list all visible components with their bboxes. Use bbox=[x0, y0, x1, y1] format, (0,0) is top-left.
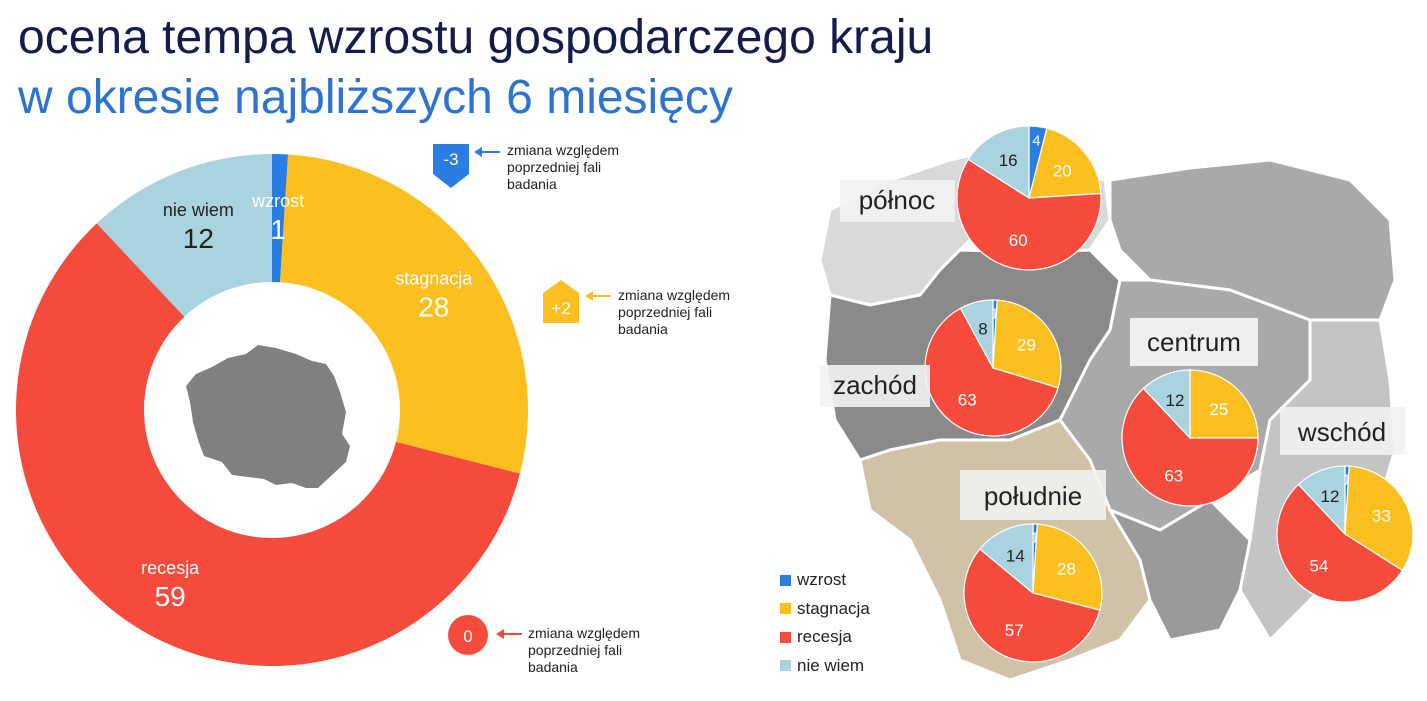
region-pie-value-wzrost: 4 bbox=[1032, 132, 1040, 149]
donut-slice-nie-wiem bbox=[96, 154, 272, 317]
legend-label-nie-wiem: nie wiem bbox=[797, 655, 865, 675]
region-pie-slice-nie-wiem bbox=[1297, 465, 1346, 536]
donut-labels: wzrost 1 stagnacja 28 recesja 59 nie wiem 12 bbox=[141, 191, 473, 612]
chart-title: ocena tempa wzrostu gospodarczego kraju bbox=[18, 11, 934, 64]
legend-label-recesja: recesja bbox=[797, 627, 852, 647]
region-pie-slice-recesja bbox=[1121, 387, 1259, 507]
region-label-centrum-text: centrum bbox=[1147, 327, 1241, 357]
region-pie-value-stagnacja: 20 bbox=[1053, 161, 1072, 180]
region-pie-slice-nie-wiem bbox=[1142, 369, 1191, 440]
region-pie-value-stagnacja: 25 bbox=[1209, 400, 1228, 419]
region-pie-value-nie-wiem: 12 bbox=[1166, 391, 1185, 410]
region-poludnie-centrum-area bbox=[1108, 498, 1252, 642]
region-pie-centrum: 25 63 12 bbox=[1121, 369, 1259, 507]
region-pie-slice-stagnacja bbox=[1028, 127, 1102, 199]
region-pie-value-nie-wiem: 8 bbox=[978, 319, 987, 338]
region-label-polnoc-text: północ bbox=[859, 185, 936, 215]
donut-slice-stagnacja bbox=[280, 154, 528, 474]
legend: wzrost stagnacja recesja nie wiem bbox=[780, 566, 870, 680]
region-pie-slice-nie-wiem bbox=[959, 299, 994, 369]
legend-swatch-wzrost bbox=[780, 574, 791, 586]
region-pie-value-stagnacja: 33 bbox=[1372, 506, 1391, 525]
region-pie-value-wzrost: 1 bbox=[1343, 471, 1351, 488]
legend-item-recesja: recesja bbox=[780, 623, 870, 652]
donut-value-wzrost: 1 bbox=[270, 214, 286, 245]
change-badge-stagnacja: +2 zmiana względem poprzedniej fali bada… bbox=[543, 280, 734, 337]
donut-slices bbox=[15, 154, 528, 667]
region-pie-slice-nie-wiem bbox=[978, 523, 1034, 595]
region-pie-slice-recesja bbox=[1276, 483, 1404, 603]
legend-swatch-recesja bbox=[780, 631, 791, 643]
region-label-zachod: zachód bbox=[820, 365, 930, 407]
region-pie-slice-recesja bbox=[963, 548, 1101, 663]
region-pie-zachód: 1 29 63 8 bbox=[924, 299, 1062, 437]
region-label-zachod-text: zachód bbox=[833, 370, 917, 400]
region-pie-wschód: 1 33 54 12 bbox=[1276, 465, 1414, 603]
change-badge-recesja-value: 0 bbox=[463, 627, 472, 646]
region-pie-slice-stagnacja bbox=[992, 299, 1062, 389]
donut-slice-wzrost bbox=[272, 154, 289, 283]
national-donut-chart: wzrost 1 stagnacja 28 recesja 59 nie wiem 12 -3… bbox=[15, 142, 734, 675]
region-pie-slice-stagnacja bbox=[1032, 523, 1103, 611]
region-pie-slice-recesja bbox=[924, 307, 1059, 437]
region-pie-value-wzrost: 1 bbox=[1031, 529, 1039, 546]
region-pie-value-stagnacja: 29 bbox=[1017, 336, 1036, 355]
region-pie-slice-stagnacja bbox=[1189, 369, 1259, 439]
region-label-polnoc: północ bbox=[840, 180, 955, 222]
region-label-boxes: północ zachód centrum wschód południe bbox=[820, 180, 1405, 520]
region-pie-value-nie-wiem: 16 bbox=[999, 151, 1018, 170]
region-pie-północ: 4 20 60 16 bbox=[956, 125, 1102, 271]
region-pie-slice-nie-wiem bbox=[967, 125, 1030, 200]
legend-label-stagnacja: stagnacja bbox=[797, 598, 870, 618]
poland-silhouette-icon bbox=[186, 345, 350, 488]
donut-label-stagnacja: stagnacja bbox=[395, 268, 473, 288]
svg-text:zmiana względem poprzedn: zmiana względem poprzedniej fali badania bbox=[618, 287, 734, 337]
change-badge-wzrost: -3 zmiana względem poprzedniej fali bada… bbox=[433, 142, 623, 192]
badge-note-line3: badania bbox=[507, 176, 557, 192]
region-label-poludnie-text: południe bbox=[984, 481, 1082, 511]
region-label-centrum: centrum bbox=[1130, 318, 1258, 366]
donut-value-nie-wiem: 12 bbox=[183, 223, 214, 254]
change-badge-stagnacja-value: +2 bbox=[551, 299, 570, 318]
legend-label-wzrost: wzrost bbox=[797, 570, 847, 590]
region-pie-value-recesja: 63 bbox=[1164, 466, 1183, 485]
region-pie-value-nie-wiem: 12 bbox=[1321, 487, 1340, 506]
legend-swatch-stagnacja bbox=[780, 603, 791, 615]
donut-slice-recesja bbox=[15, 223, 520, 667]
badge-note-line1: zmiana względem bbox=[507, 142, 619, 158]
donut-label-wzrost: wzrost bbox=[251, 191, 304, 211]
change-badge-wzrost-value: -3 bbox=[443, 150, 458, 169]
legend-swatch-nie-wiem bbox=[780, 660, 791, 672]
badge-note-line2: poprzedniej fali bbox=[507, 159, 601, 175]
region-pie-value-recesja: 54 bbox=[1310, 556, 1329, 575]
donut-value-stagnacja: 28 bbox=[418, 291, 449, 322]
region-pie-value-recesja: 60 bbox=[1009, 231, 1028, 250]
region-pie-value-wzrost: 1 bbox=[991, 305, 999, 322]
svg-text:zmiana względem poprzedn: zmiana względem poprzedniej fali badania bbox=[507, 142, 623, 192]
chart-subtitle: w okresie najbliższych 6 miesięcy bbox=[18, 71, 733, 124]
legend-item-nie-wiem: nie wiem bbox=[780, 652, 870, 681]
legend-item-wzrost: wzrost bbox=[780, 566, 870, 595]
region-label-wschod-text: wschód bbox=[1297, 417, 1386, 447]
region-pie-slice-recesja bbox=[956, 158, 1102, 271]
donut-label-recesja: recesja bbox=[141, 558, 200, 578]
change-badge-recesja: 0 zmiana względem poprzedniej fali badan… bbox=[448, 615, 644, 675]
region-label-wschod: wschód bbox=[1280, 407, 1405, 455]
region-pie-value-nie-wiem: 14 bbox=[1006, 547, 1025, 566]
donut-value-recesja: 59 bbox=[155, 581, 186, 612]
region-pie-value-recesja: 63 bbox=[958, 391, 977, 410]
region-pie-value-recesja: 57 bbox=[1005, 621, 1024, 640]
legend-item-stagnacja: stagnacja bbox=[780, 595, 870, 624]
region-pie-południe: 1 28 57 14 bbox=[963, 523, 1103, 663]
region-pie-value-stagnacja: 28 bbox=[1057, 560, 1076, 579]
donut-label-nie-wiem: nie wiem bbox=[163, 200, 234, 220]
region-label-poludnie: południe bbox=[960, 470, 1106, 520]
svg-text:zmiana względem poprzedn: zmiana względem poprzedniej fali badania bbox=[528, 625, 644, 675]
